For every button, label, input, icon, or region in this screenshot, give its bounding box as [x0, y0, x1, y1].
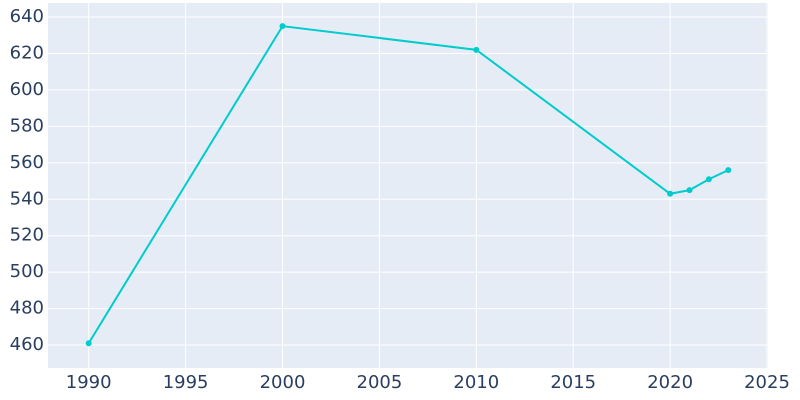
- x-tick-label: 2015: [550, 372, 596, 393]
- y-tick-label: 460: [10, 334, 44, 355]
- y-tick-label: 540: [10, 188, 44, 209]
- y-tick-label: 560: [10, 152, 44, 173]
- x-tick-label: 1995: [163, 372, 209, 393]
- y-tick-label: 600: [10, 79, 44, 100]
- data-point: [473, 46, 480, 53]
- data-point: [667, 190, 674, 197]
- y-tick-label: 640: [10, 6, 44, 27]
- plot-background: [48, 3, 768, 368]
- y-tick-label: 500: [10, 261, 44, 282]
- data-point: [725, 167, 732, 174]
- y-tick-label: 620: [10, 42, 44, 63]
- y-tick-label: 480: [10, 298, 44, 319]
- x-tick-label: 2010: [453, 372, 499, 393]
- x-tick-label: 2020: [647, 372, 693, 393]
- data-point: [686, 187, 693, 194]
- y-tick-label: 580: [10, 115, 44, 136]
- x-tick-label: 1990: [66, 372, 112, 393]
- x-tick-label: 2000: [260, 372, 306, 393]
- x-tick-label: 2005: [357, 372, 403, 393]
- x-tick-label: 2025: [744, 372, 790, 393]
- data-point: [85, 340, 92, 347]
- data-point: [279, 23, 286, 30]
- y-tick-label: 520: [10, 225, 44, 246]
- data-point: [705, 176, 712, 183]
